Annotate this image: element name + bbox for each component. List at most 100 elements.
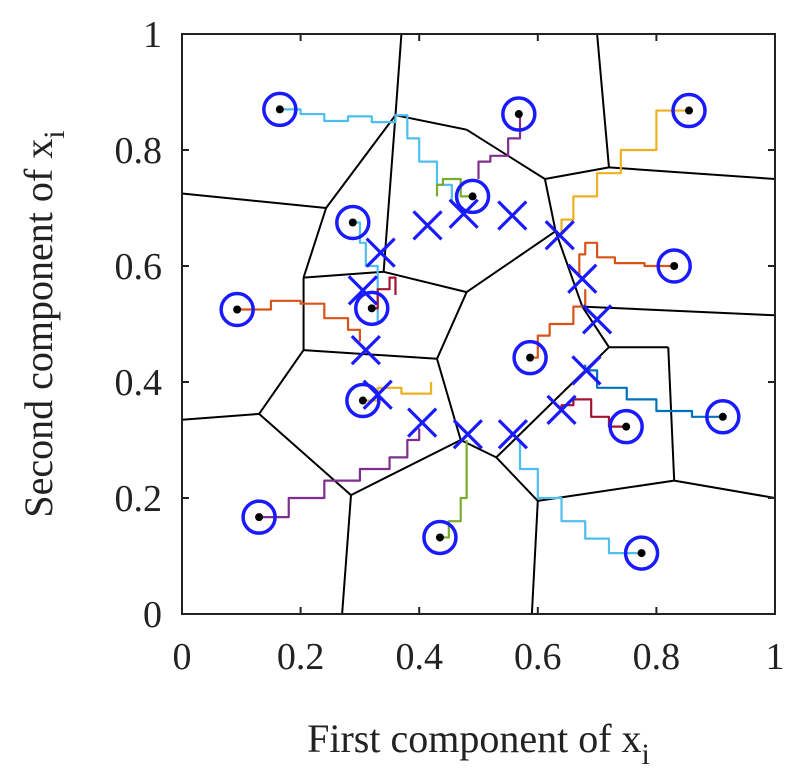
point-ring (454, 178, 491, 215)
data-point (501, 96, 537, 132)
x-tick-label: 0 (173, 636, 192, 678)
x-markers (347, 198, 613, 450)
voronoi-edge (395, 114, 467, 131)
x-marker (497, 200, 528, 231)
point-dot (718, 412, 727, 421)
voronoi-edge (582, 305, 776, 317)
trajectory-path (259, 428, 421, 519)
point-ring (241, 499, 277, 535)
voronoi-edge (581, 306, 610, 348)
data-point (219, 291, 255, 328)
voronoi-edge (341, 495, 353, 615)
voronoi-edge (554, 230, 584, 307)
point-ring (705, 399, 741, 435)
data-point (335, 204, 371, 241)
y-tick-label: 1 (143, 14, 162, 56)
x-tick-label: 0.6 (514, 636, 562, 678)
point-dot (255, 513, 264, 522)
voronoi-edge (495, 456, 539, 502)
data-point (345, 382, 381, 419)
voronoi-edge (608, 166, 776, 180)
y-axis-ticks: 0 0.2 0.4 0.6 0.8 1 (115, 14, 775, 636)
point-dot (670, 262, 679, 270)
voronoi-edge (181, 412, 260, 421)
trajectory-path (371, 276, 397, 310)
voronoi-edge (394, 33, 403, 116)
data-point (656, 248, 692, 284)
point-ring (262, 91, 298, 128)
trajectory-path (584, 364, 723, 418)
data-points (219, 91, 741, 571)
point-dot (637, 549, 646, 558)
data-point (608, 408, 644, 445)
voronoi-edge (466, 230, 557, 293)
x-tick-label: 0.4 (395, 636, 443, 678)
data-point (241, 499, 277, 535)
x-marker (365, 237, 396, 268)
voronoi-edge (674, 479, 776, 499)
point-dot (514, 110, 523, 119)
x-marker (497, 419, 529, 450)
x-axis-ticks: 0 0.2 0.4 0.6 0.8 1 (173, 34, 785, 678)
point-ring (335, 204, 371, 241)
x-axis-label: First component of xi (307, 716, 650, 771)
x-marker (412, 210, 443, 241)
trajectory-path (477, 112, 522, 179)
point-dot (435, 533, 444, 542)
voronoi-edge (436, 358, 462, 441)
point-ring (671, 92, 707, 129)
voronoi-edge (667, 347, 676, 481)
voronoi-edge (303, 270, 384, 279)
voronoi-edge (596, 33, 610, 168)
point-dot (685, 106, 694, 115)
point-ring (512, 339, 548, 376)
axes-frame (181, 33, 776, 615)
data-point (671, 92, 707, 129)
trajectory-path (530, 289, 587, 359)
x-marker (571, 355, 602, 386)
point-ring (354, 290, 390, 327)
trajectory-path (439, 440, 468, 539)
y-tick-label: 0.6 (115, 246, 163, 288)
trajectory-path (560, 109, 690, 235)
point-dot (358, 396, 367, 405)
x-tick-label: 0.8 (633, 636, 681, 678)
point-dot (348, 218, 357, 227)
data-point (454, 178, 491, 215)
voronoi-edge (258, 349, 305, 415)
data-point (705, 399, 741, 435)
point-dot (233, 305, 242, 314)
trajectory-path (237, 299, 361, 342)
voronoi-edge (436, 291, 468, 360)
point-ring (623, 535, 660, 571)
voronoi-edge (530, 500, 539, 615)
x-marker (347, 275, 378, 306)
x-marker (407, 407, 438, 438)
point-ring (219, 291, 255, 328)
y-axis-label: Second component of xi (16, 130, 71, 517)
voronoi-edge (466, 128, 546, 180)
trajectory-path (435, 177, 473, 198)
voronoi-edge (383, 270, 467, 294)
point-dot (468, 192, 477, 201)
data-point (623, 535, 660, 571)
data-point (422, 519, 458, 556)
point-dot (622, 422, 631, 431)
x-marker (567, 263, 598, 294)
x-marker (452, 419, 483, 450)
point-ring (501, 96, 537, 132)
x-marker (544, 220, 575, 251)
y-tick-label: 0.4 (115, 362, 163, 404)
voronoi-edge (181, 192, 327, 209)
voronoi-edge (325, 114, 397, 209)
trajectory-path (518, 440, 642, 555)
voronoi-edge (544, 166, 610, 180)
x-tick-label: 1 (766, 636, 785, 678)
point-dot (275, 105, 284, 114)
y-tick-label: 0.8 (115, 130, 163, 172)
x-tick-label: 0.2 (277, 636, 325, 678)
x-marker (362, 379, 393, 410)
data-point (512, 339, 548, 376)
voronoi-edge (258, 413, 352, 496)
